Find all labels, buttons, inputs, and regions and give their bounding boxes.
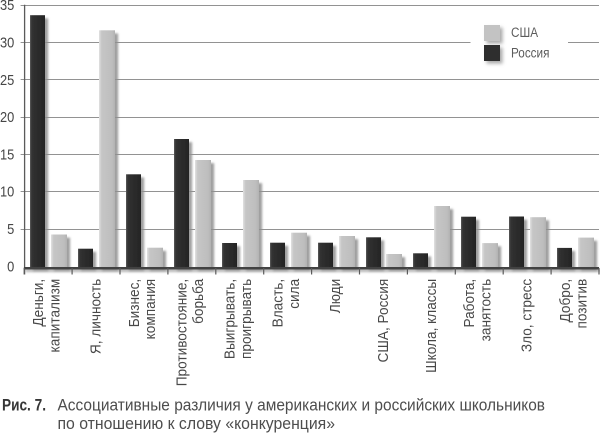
svg-text:компания: компания <box>142 279 158 340</box>
svg-text:35: 35 <box>0 0 15 13</box>
svg-text:Добро,: Добро, <box>557 279 573 323</box>
svg-text:10: 10 <box>0 184 15 200</box>
svg-text:5: 5 <box>7 221 14 237</box>
svg-text:Я, личность: Я, личность <box>87 279 103 354</box>
svg-text:Власть,: Власть, <box>269 279 285 328</box>
svg-text:Зло, стресс: Зло, стресс <box>518 279 534 352</box>
svg-text:борьба: борьба <box>190 279 206 324</box>
svg-text:по отношению к слову «конкурен: по отношению к слову «конкуренция» <box>58 414 336 433</box>
svg-text:проигрывать: проигрывать <box>238 279 254 359</box>
svg-text:25: 25 <box>0 72 15 88</box>
svg-text:Россия: Россия <box>511 44 550 60</box>
svg-text:Ассоциативные различия у амери: Ассоциативные различия у американских и … <box>58 396 546 415</box>
svg-text:США, Россия: США, Россия <box>375 279 391 363</box>
svg-text:30: 30 <box>0 35 15 51</box>
svg-text:капитализм: капитализм <box>46 279 62 353</box>
svg-text:20: 20 <box>0 109 15 125</box>
svg-text:Деньги,: Деньги, <box>30 279 46 327</box>
svg-text:Школа, классы: Школа, классы <box>422 279 438 373</box>
svg-text:занятость: занятость <box>477 279 493 342</box>
svg-text:0: 0 <box>7 259 14 275</box>
svg-text:15: 15 <box>0 147 15 163</box>
svg-text:Противостояние,: Противостояние, <box>173 279 189 386</box>
svg-text:Рис. 7.: Рис. 7. <box>2 396 46 415</box>
svg-text:сила: сила <box>285 279 301 309</box>
svg-text:Работа,: Работа, <box>461 279 477 328</box>
svg-text:Люди: Люди <box>327 279 343 313</box>
svg-text:Выигрывать,: Выигрывать, <box>221 279 237 359</box>
svg-text:Бизнес,: Бизнес, <box>125 279 141 327</box>
svg-text:США: США <box>511 24 538 40</box>
svg-text:позитив: позитив <box>573 279 589 329</box>
